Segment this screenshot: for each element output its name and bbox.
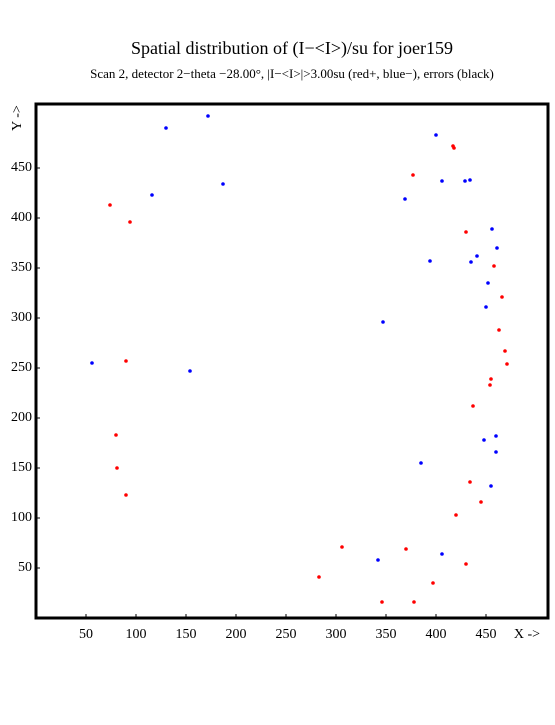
- point: [489, 377, 493, 381]
- point: [381, 320, 385, 324]
- x-tick-label: 50: [79, 627, 93, 642]
- chart-subtitle: Scan 2, detector 2−theta −28.00°, |I−<I>…: [90, 66, 494, 81]
- point: [90, 361, 94, 365]
- plot-frame: [34, 102, 550, 620]
- point: [497, 328, 501, 332]
- point: [494, 434, 498, 438]
- point: [505, 362, 509, 366]
- point: [469, 260, 473, 264]
- point: [482, 438, 486, 442]
- point: [463, 179, 467, 183]
- y-tick-label: 150: [11, 460, 32, 475]
- point: [468, 178, 472, 182]
- x-tick-label: 150: [176, 627, 197, 642]
- point: [452, 146, 456, 150]
- point: [115, 466, 119, 470]
- point: [340, 545, 344, 549]
- point: [206, 114, 210, 118]
- y-tick-label: 50: [18, 560, 32, 575]
- point: [317, 575, 321, 579]
- point: [419, 461, 423, 465]
- y-tick-label: 200: [11, 410, 32, 425]
- point: [221, 182, 225, 186]
- point: [495, 246, 499, 250]
- point: [494, 450, 498, 454]
- y-tick-label: 250: [11, 360, 32, 375]
- point: [490, 227, 494, 231]
- x-tick-label: 400: [426, 627, 447, 642]
- point: [464, 230, 468, 234]
- point: [403, 197, 407, 201]
- y-tick-label: 450: [11, 160, 32, 175]
- x-tick-label: 350: [376, 627, 397, 642]
- point: [486, 281, 490, 285]
- x-tick-label: 100: [126, 627, 147, 642]
- point: [440, 552, 444, 556]
- point: [454, 513, 458, 517]
- point: [440, 179, 444, 183]
- point: [124, 493, 128, 497]
- y-tick-label: 400: [11, 210, 32, 225]
- point: [404, 547, 408, 551]
- point: [503, 349, 507, 353]
- point: [114, 433, 118, 437]
- point: [164, 126, 168, 130]
- x-tick-label: 200: [226, 627, 247, 642]
- point: [188, 369, 192, 373]
- y-tick-label: 100: [11, 510, 32, 525]
- x-axis-label: X ->: [514, 627, 540, 642]
- point: [428, 259, 432, 263]
- point: [488, 383, 492, 387]
- y-tick-label: 350: [11, 260, 32, 275]
- point: [492, 264, 496, 268]
- y-tick-label: 300: [11, 310, 32, 325]
- point: [376, 558, 380, 562]
- x-tick-label: 450: [476, 627, 497, 642]
- point: [128, 220, 132, 224]
- point: [150, 193, 154, 197]
- y-axis-label: Y ->: [10, 105, 25, 131]
- point: [475, 254, 479, 258]
- point: [124, 359, 128, 363]
- point: [431, 581, 435, 585]
- chart-title: Spatial distribution of (I−<I>)/su for j…: [131, 38, 453, 59]
- point: [380, 600, 384, 604]
- x-tick-label: 300: [326, 627, 347, 642]
- point: [434, 133, 438, 137]
- point: [489, 484, 493, 488]
- point: [412, 600, 416, 604]
- point: [484, 305, 488, 309]
- point: [468, 480, 472, 484]
- point: [108, 203, 112, 207]
- point: [464, 562, 468, 566]
- point: [471, 404, 475, 408]
- point: [500, 295, 504, 299]
- point: [411, 173, 415, 177]
- x-tick-label: 250: [276, 627, 297, 642]
- point: [479, 500, 483, 504]
